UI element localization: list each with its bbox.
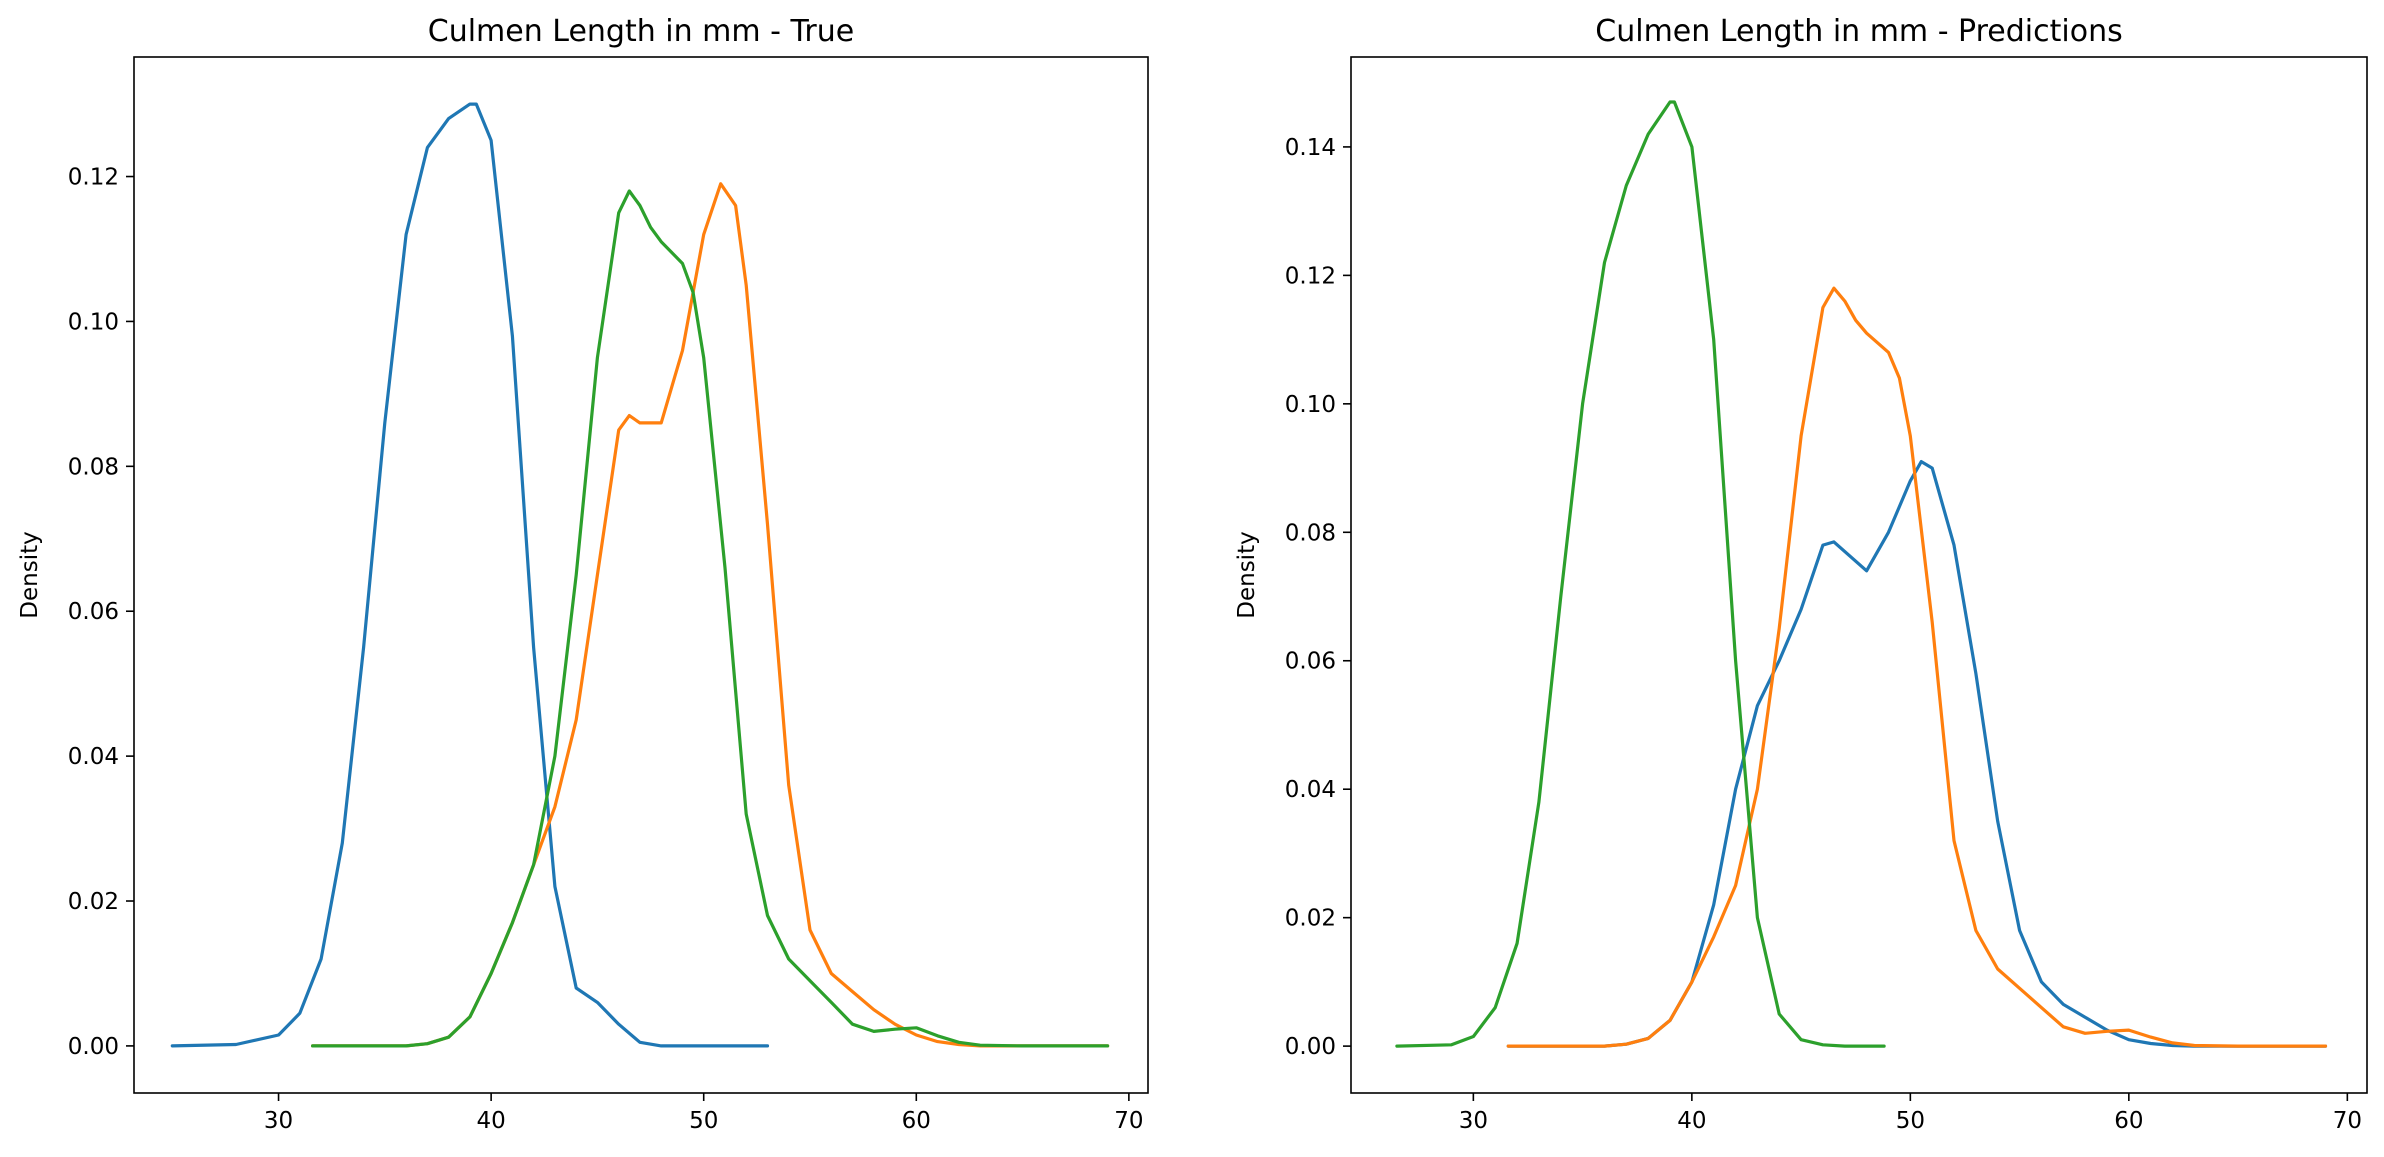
chart-title: Culmen Length in mm - Predictions bbox=[1595, 14, 2122, 49]
y-tick-label: 0.02 bbox=[68, 889, 119, 915]
chart-title: Culmen Length in mm - True bbox=[428, 14, 855, 49]
y-tick-label: 0.02 bbox=[1285, 906, 1336, 932]
x-tick-label: 30 bbox=[1459, 1108, 1488, 1134]
x-tick-label: 50 bbox=[1896, 1108, 1925, 1134]
y-tick-label: 0.08 bbox=[1285, 520, 1336, 546]
y-axis-label: Density bbox=[1234, 531, 1260, 618]
chart-panel-2: 30 40 50 60 70 0.00 0.02 0.04 0.06 0.08 0.10 0.12 0.… bbox=[1234, 14, 2368, 1134]
density-line-2 bbox=[1506, 286, 2328, 1048]
x-tick-label: 70 bbox=[1114, 1108, 1143, 1134]
y-axis-label: Density bbox=[17, 531, 43, 618]
x-tick-label: 30 bbox=[264, 1108, 293, 1134]
chart-panel-1: 30 40 50 60 70 0.00 0.02 0.04 0.06 0.08 0.10 0.12 Cu… bbox=[17, 14, 1149, 1134]
density-line-2 bbox=[311, 182, 1110, 1048]
density-line-1 bbox=[1506, 460, 2328, 1048]
axes-frame bbox=[133, 56, 1149, 1094]
density-line-1 bbox=[170, 102, 770, 1048]
x-tick-label: 60 bbox=[902, 1108, 931, 1134]
y-tick-label: 0.10 bbox=[1285, 392, 1336, 418]
y-tick-label: 0.10 bbox=[68, 309, 119, 335]
axes-frame bbox=[1350, 56, 2368, 1094]
y-tick-label: 0.04 bbox=[1285, 777, 1336, 803]
y-tick-label: 0.08 bbox=[68, 454, 119, 480]
x-tick-label: 50 bbox=[689, 1108, 718, 1134]
y-tick-label: 0.12 bbox=[68, 165, 119, 191]
y-tick-label: 0.00 bbox=[1285, 1034, 1336, 1060]
y-tick-label: 0.00 bbox=[68, 1034, 119, 1060]
y-tick-label: 0.04 bbox=[68, 744, 119, 770]
y-tick-label: 0.06 bbox=[1285, 649, 1336, 675]
x-tick-label: 40 bbox=[476, 1108, 505, 1134]
y-tick-label: 0.14 bbox=[1285, 135, 1336, 161]
x-tick-label: 60 bbox=[2114, 1108, 2143, 1134]
x-tick-label: 70 bbox=[2333, 1108, 2362, 1134]
y-tick-label: 0.06 bbox=[68, 599, 119, 625]
density-line-3 bbox=[311, 189, 1110, 1048]
density-line-3 bbox=[1395, 100, 1886, 1048]
x-tick-label: 40 bbox=[1677, 1108, 1706, 1134]
y-tick-label: 0.12 bbox=[1285, 263, 1336, 289]
